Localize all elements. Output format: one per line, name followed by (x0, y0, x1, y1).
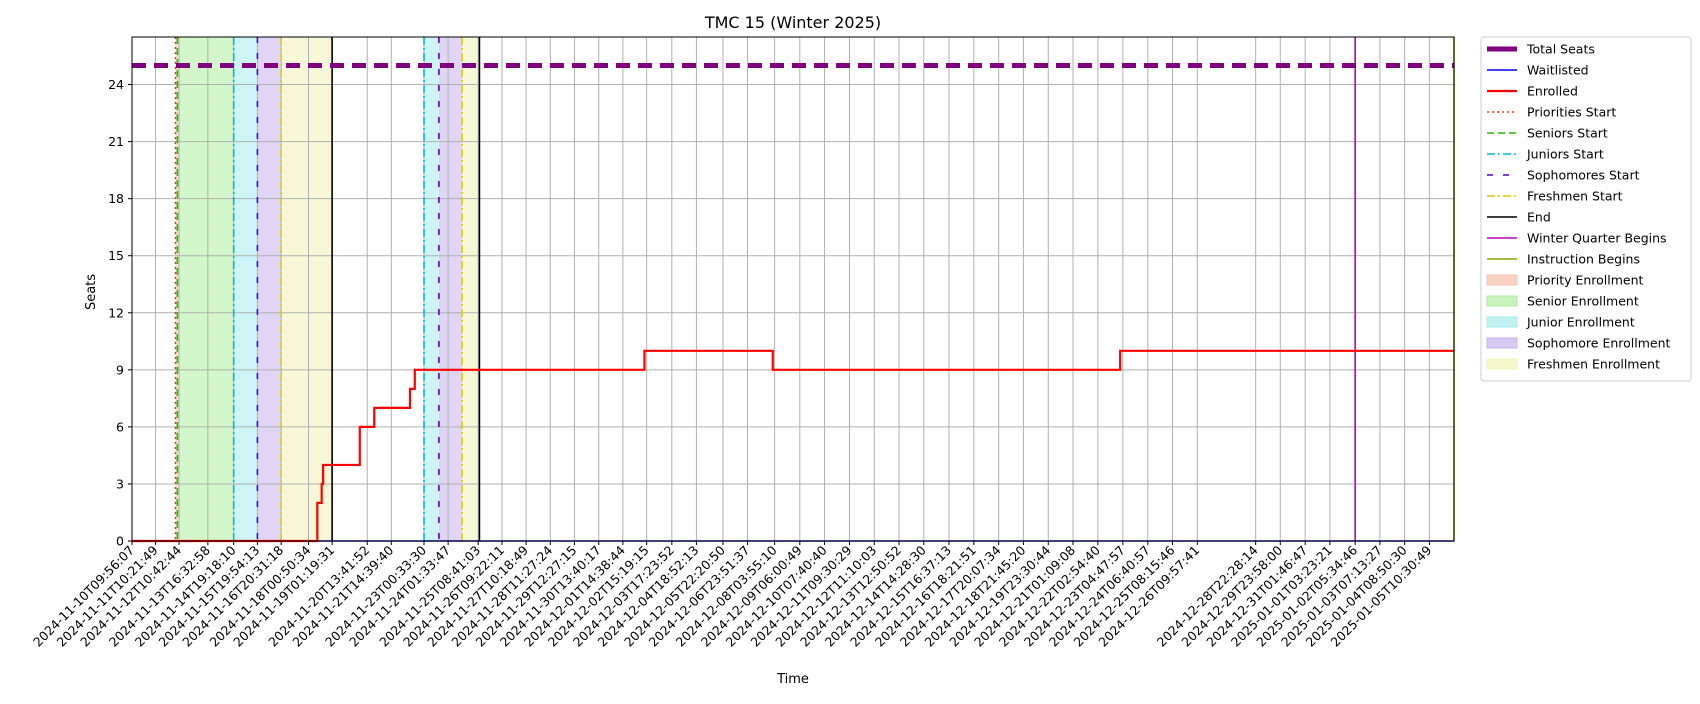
shaded-period (233, 37, 258, 541)
legend-label: Winter Quarter Begins (1527, 231, 1667, 246)
legend-label: Sophomore Enrollment (1527, 336, 1671, 351)
plot-frame (131, 36, 1455, 542)
legend-label: Senior Enrollment (1527, 294, 1639, 309)
x-axis-ticks: 2024-11-10T09:56:072024-11-11T10:21:4920… (30, 541, 1435, 650)
shaded-period (175, 37, 178, 541)
legend-label: Instruction Begins (1527, 252, 1640, 267)
y-tick-label: 15 (108, 248, 124, 263)
legend-label: Freshmen Start (1527, 189, 1623, 204)
shaded-period (424, 37, 439, 541)
y-axis-ticks: 0 3 6 9 12 15 18 21 24 (108, 77, 132, 549)
legend-label: Waitlisted (1527, 63, 1589, 78)
plot-background (132, 37, 1454, 541)
legend-label: Juniors Start (1526, 147, 1604, 162)
legend-label: Total Seats (1526, 42, 1595, 57)
y-axis-label: Seats (84, 274, 99, 310)
legend-label: Junior Enrollment (1526, 315, 1635, 330)
legend-label: Sophomores Start (1527, 168, 1640, 183)
y-tick-label: 12 (108, 305, 124, 320)
legend-swatch (1486, 337, 1518, 349)
chart-title: TMC 15 (Winter 2025) (704, 13, 881, 32)
plot-border (131, 36, 1455, 542)
y-tick-label: 24 (108, 77, 124, 92)
y-tick-label: 3 (116, 476, 124, 491)
shaded-period (177, 37, 234, 541)
series-line (132, 349, 1454, 543)
legend-swatch (1486, 316, 1518, 328)
legend-swatch (1486, 274, 1518, 286)
legend-label: Freshmen Enrollment (1527, 357, 1660, 372)
legend-swatch (1486, 295, 1518, 307)
legend-swatch (1486, 358, 1518, 370)
legend-box (1480, 36, 1692, 382)
legend: Total Seats Waitlisted Enrolled Priorities … (1480, 36, 1692, 382)
plot-area (132, 37, 1454, 541)
shaded-period (281, 37, 333, 541)
legend-label: End (1527, 210, 1551, 225)
legend-label: Enrolled (1527, 84, 1578, 99)
shaded-period (462, 37, 480, 541)
legend-label: Priority Enrollment (1527, 273, 1644, 288)
legend-label: Seniors Start (1527, 126, 1608, 141)
shaded-period (257, 37, 282, 541)
y-tick-label: 0 (116, 534, 124, 549)
y-tick-label: 6 (116, 419, 124, 434)
y-tick-label: 9 (116, 362, 124, 377)
y-tick-label: 18 (108, 191, 124, 206)
y-tick-label: 21 (108, 134, 124, 149)
x-axis-label: Time (776, 672, 809, 687)
enrollment-period-shading (175, 37, 480, 541)
shaded-period (438, 37, 463, 541)
legend-label: Priorities Start (1527, 105, 1616, 120)
